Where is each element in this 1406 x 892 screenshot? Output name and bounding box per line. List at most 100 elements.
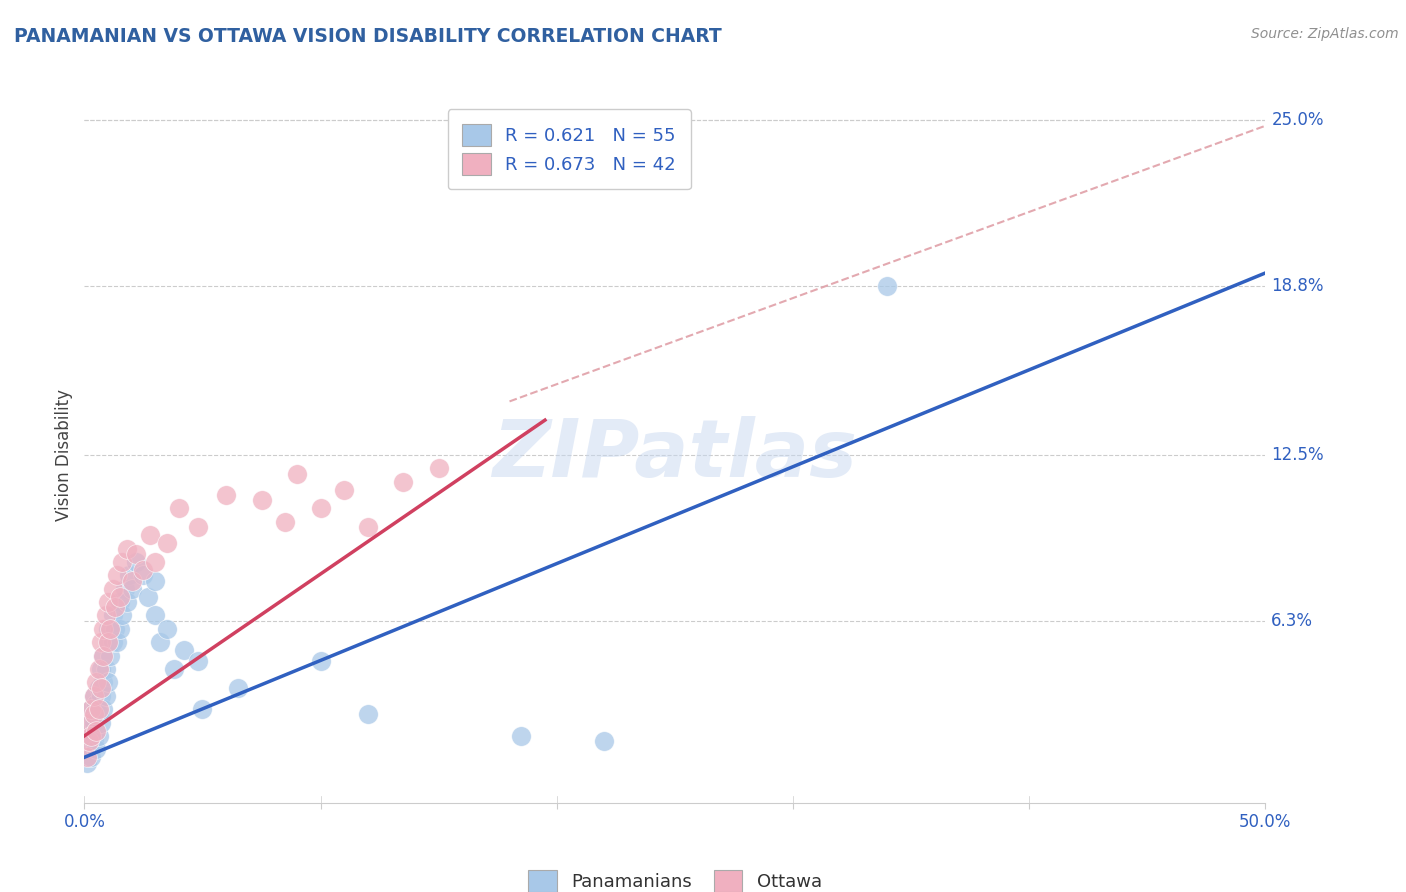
Point	[101, 582, 124, 596]
Point	[87, 702, 110, 716]
Point	[125, 555, 148, 569]
Point	[77, 734, 100, 748]
Point	[83, 689, 105, 703]
Point	[90, 689, 112, 703]
Point	[215, 488, 238, 502]
Point	[118, 568, 141, 582]
Point	[593, 734, 616, 748]
Point	[84, 742, 107, 756]
Point	[132, 568, 155, 582]
Point	[87, 681, 110, 695]
Point	[309, 501, 332, 516]
Legend: Panamanians, Ottawa: Panamanians, Ottawa	[519, 861, 831, 892]
Point	[191, 702, 214, 716]
Point	[77, 729, 100, 743]
Point	[226, 681, 249, 695]
Point	[876, 279, 898, 293]
Point	[309, 654, 332, 668]
Point	[108, 622, 131, 636]
Point	[250, 493, 273, 508]
Point	[357, 707, 380, 722]
Point	[98, 648, 121, 663]
Point	[84, 675, 107, 690]
Point	[83, 715, 105, 730]
Point	[77, 742, 100, 756]
Point	[136, 590, 159, 604]
Y-axis label: Vision Disability: Vision Disability	[55, 389, 73, 521]
Point	[139, 528, 162, 542]
Point	[108, 595, 131, 609]
Point	[80, 702, 103, 716]
Point	[104, 622, 127, 636]
Point	[108, 590, 131, 604]
Point	[274, 515, 297, 529]
Point	[80, 702, 103, 716]
Text: PANAMANIAN VS OTTAWA VISION DISABILITY CORRELATION CHART: PANAMANIAN VS OTTAWA VISION DISABILITY C…	[14, 27, 721, 45]
Point	[104, 600, 127, 615]
Text: 6.3%: 6.3%	[1271, 612, 1313, 630]
Point	[76, 750, 98, 764]
Point	[83, 689, 105, 703]
Point	[427, 461, 450, 475]
Point	[83, 734, 105, 748]
Point	[187, 654, 209, 668]
Point	[80, 715, 103, 730]
Point	[90, 635, 112, 649]
Point	[84, 723, 107, 738]
Point	[510, 729, 533, 743]
Point	[91, 622, 114, 636]
Point	[87, 707, 110, 722]
Point	[90, 681, 112, 695]
Point	[91, 675, 114, 690]
Point	[97, 635, 120, 649]
Point	[285, 467, 308, 481]
Point	[149, 635, 172, 649]
Point	[77, 715, 100, 730]
Point	[91, 648, 114, 663]
Point	[97, 635, 120, 649]
Point	[101, 635, 124, 649]
Point	[114, 582, 136, 596]
Point	[97, 595, 120, 609]
Point	[125, 547, 148, 561]
Point	[143, 574, 166, 588]
Point	[91, 702, 114, 716]
Point	[83, 707, 105, 722]
Point	[115, 541, 138, 556]
Point	[80, 750, 103, 764]
Point	[84, 723, 107, 738]
Point	[187, 520, 209, 534]
Point	[94, 608, 117, 623]
Text: 18.8%: 18.8%	[1271, 277, 1324, 295]
Point	[156, 622, 179, 636]
Point	[76, 756, 98, 770]
Point	[392, 475, 415, 489]
Point	[121, 582, 143, 596]
Point	[156, 536, 179, 550]
Point	[90, 715, 112, 730]
Point	[87, 662, 110, 676]
Point	[143, 555, 166, 569]
Point	[132, 563, 155, 577]
Point	[121, 574, 143, 588]
Point	[111, 608, 134, 623]
Point	[94, 689, 117, 703]
Point	[80, 729, 103, 743]
Point	[91, 648, 114, 663]
Point	[94, 662, 117, 676]
Point	[107, 568, 129, 582]
Point	[111, 555, 134, 569]
Point	[97, 675, 120, 690]
Point	[98, 622, 121, 636]
Point	[167, 501, 190, 516]
Point	[97, 622, 120, 636]
Point	[357, 520, 380, 534]
Point	[115, 595, 138, 609]
Point	[101, 608, 124, 623]
Point	[333, 483, 356, 497]
Point	[143, 608, 166, 623]
Point	[107, 635, 129, 649]
Point	[90, 662, 112, 676]
Point	[173, 643, 195, 657]
Text: Source: ZipAtlas.com: Source: ZipAtlas.com	[1251, 27, 1399, 41]
